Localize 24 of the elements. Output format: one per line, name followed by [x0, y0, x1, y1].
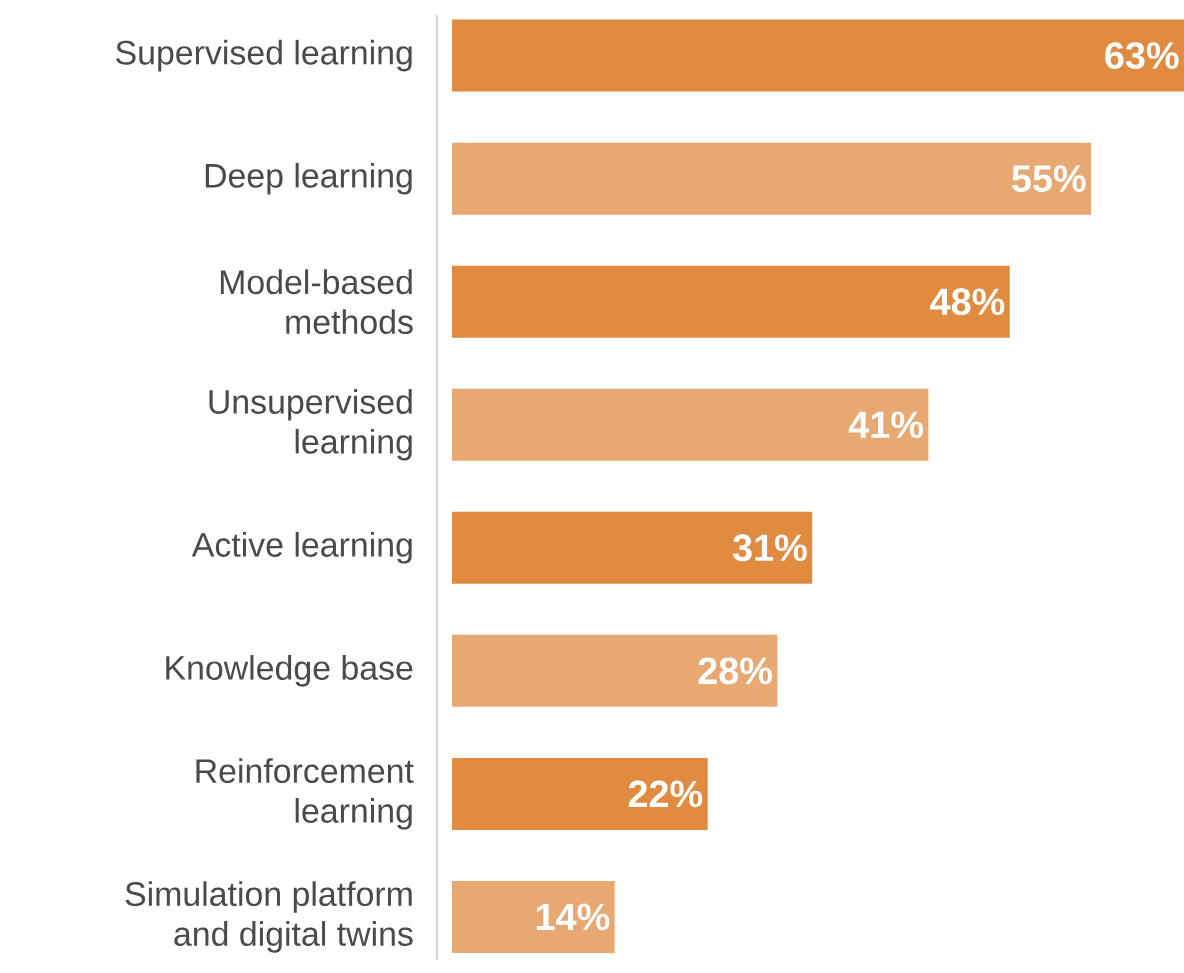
data-label: 41%	[848, 411, 923, 439]
data-label: 28%	[698, 657, 772, 685]
bar	[452, 388, 929, 461]
data-label: 63%	[1105, 42, 1179, 70]
bar	[452, 142, 1092, 215]
bar	[452, 757, 708, 830]
y-tick-label: Unsupervised learning	[209, 389, 412, 461]
bar	[452, 880, 615, 953]
bar	[452, 511, 813, 584]
bar	[452, 634, 778, 707]
data-label: 22%	[628, 780, 703, 808]
data-label: 31%	[732, 534, 807, 562]
bar	[452, 19, 1184, 92]
y-tick-label: Model-based methods	[220, 269, 413, 335]
y-tick-label: Deep learning	[205, 162, 412, 195]
y-tick-label: Active learning	[191, 532, 412, 564]
data-label: 14%	[536, 903, 610, 931]
y-tick-label: Reinforcement learning	[196, 758, 414, 830]
data-label: 55%	[1012, 165, 1086, 193]
bar	[452, 265, 1010, 338]
y-tick-label: Supervised learning	[116, 39, 412, 72]
y-tick-label: Knowledge base	[166, 655, 413, 687]
data-label: 48%	[930, 288, 1005, 316]
y-tick-label: Simulation platform and digital twins	[125, 881, 413, 953]
